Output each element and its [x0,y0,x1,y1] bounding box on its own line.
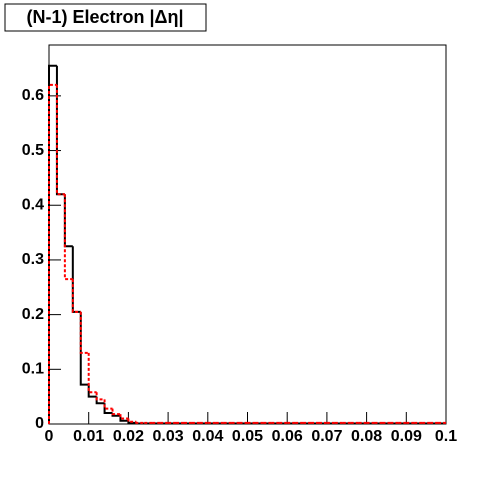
y-tick-label: 0.4 [22,196,44,213]
histogram-bin [48,64,57,424]
chart-title: (N-1) Electron |Δη| [26,7,183,27]
histogram-bin [119,415,129,422]
histogram-bin [55,65,65,196]
x-tick-label: 0.03 [153,428,184,445]
x-tick-label: 0.05 [232,428,263,445]
y-tick-label: 0.1 [22,361,44,378]
x-tick-label: 0.02 [113,428,144,445]
x-tick-label: 0.01 [73,428,104,445]
x-tick-label: 0.08 [351,428,382,445]
histogram-bin [135,421,145,424]
y-tick-label: 0 [35,415,44,432]
x-tick-label: 0.09 [391,428,422,445]
x-tick-label: 0.1 [435,428,457,445]
histogram-bin [63,194,73,281]
histogram-bin [79,311,89,354]
y-tick-label: 0.3 [22,251,44,268]
histogram-bin [119,414,129,420]
histogram-bin [55,84,65,196]
x-tick-label: 0.06 [272,428,303,445]
title-box [4,3,207,32]
histogram-bin [95,392,105,401]
histogram-bin [79,311,89,386]
y-tick-label: 0.5 [22,142,44,159]
histogram-bin [71,279,81,313]
histogram-bin [111,408,121,416]
x-tick-label: 0 [45,428,54,445]
x-tick-label: 0.07 [311,428,342,445]
y-tick-label: 0.2 [22,306,44,323]
histogram-bin [127,418,137,423]
y-tick-label: 0.6 [22,87,44,104]
x-tick-label: 0.04 [192,428,223,445]
plot-frame [48,44,447,425]
